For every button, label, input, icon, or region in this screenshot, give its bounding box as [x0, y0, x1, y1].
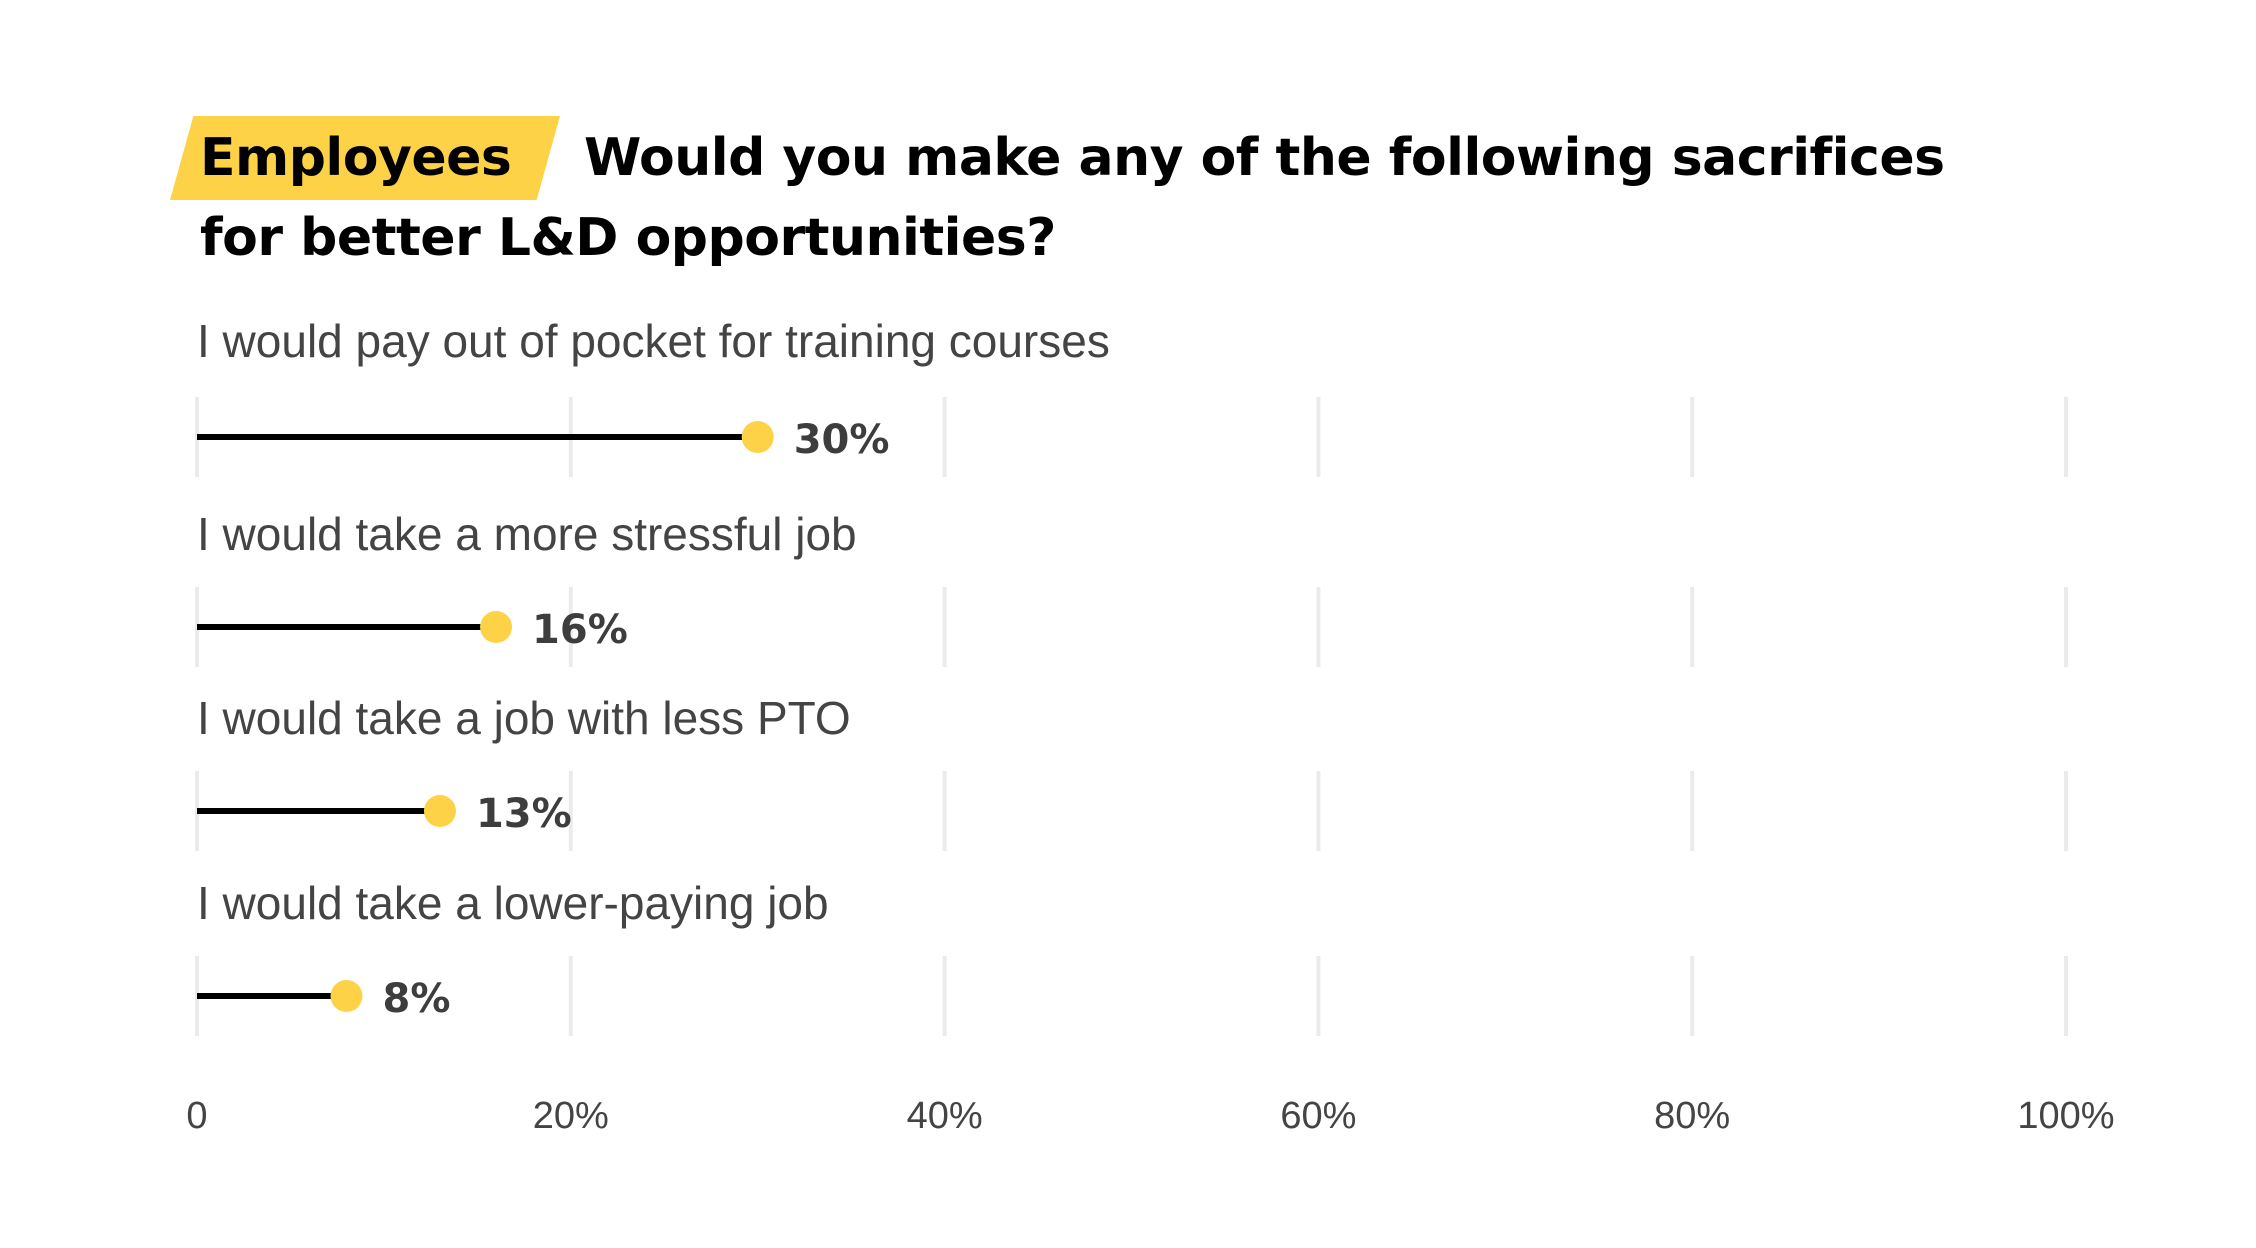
chart-question-line2: for better L&D opportunities?: [200, 208, 1056, 268]
x-tick-label: 80%: [1654, 1095, 1730, 1137]
x-tick-label: 100%: [2017, 1095, 2114, 1137]
x-tick-label: 20%: [533, 1095, 609, 1137]
value-label: 13%: [476, 791, 572, 837]
value-label: 8%: [383, 976, 451, 1022]
employees-tag-highlight: [170, 116, 560, 200]
x-tick-label: 0: [186, 1095, 207, 1137]
x-tick-label: 40%: [907, 1095, 983, 1137]
category-label: I would take a lower-paying job: [197, 877, 829, 929]
value-label: 16%: [532, 607, 628, 653]
category-label: I would take a more stressful job: [197, 508, 857, 560]
lollipop-dot: [480, 611, 513, 643]
value-label: 30%: [794, 417, 890, 463]
chart-question-line1: Would you make any of the following sacr…: [584, 128, 1945, 188]
lollipop-dot: [741, 421, 774, 453]
category-label: I would take a job with less PTO: [197, 692, 851, 744]
employees-tag-label: Employees: [200, 128, 512, 188]
category-label: I would pay out of pocket for training c…: [197, 315, 1110, 367]
lollipop-dot: [330, 980, 363, 1012]
lollipop-dot: [423, 795, 456, 827]
x-tick-label: 60%: [1280, 1095, 1356, 1137]
